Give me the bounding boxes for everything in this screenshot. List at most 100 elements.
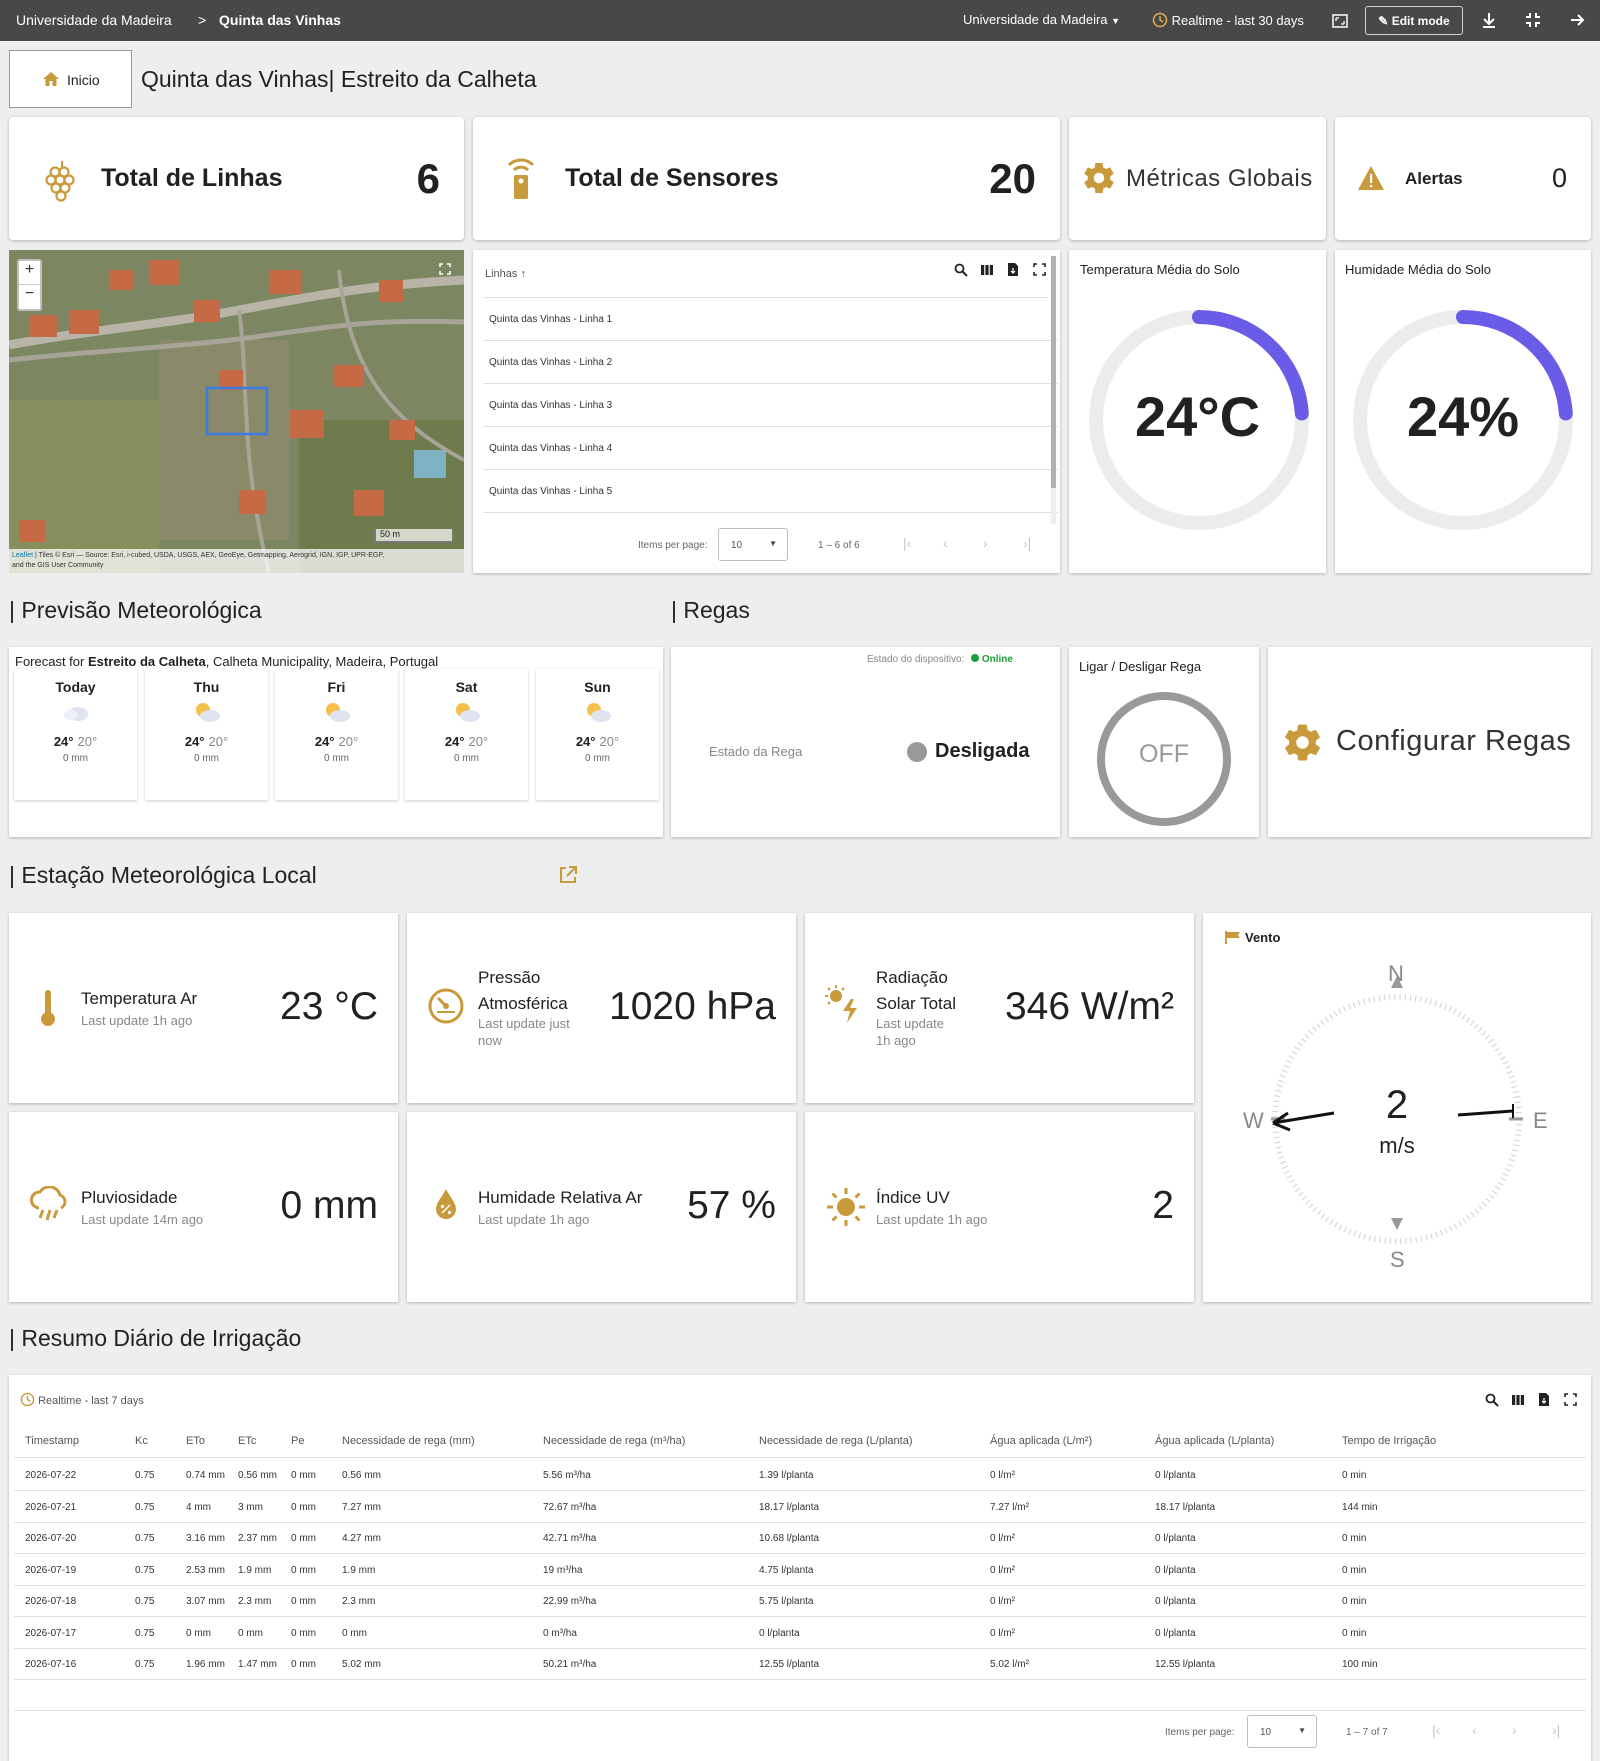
column-header[interactable]: Necessidade de rega (mm): [342, 1435, 475, 1447]
estado-rega-card: Estado do dispositivo: Online Estado da …: [671, 647, 1060, 837]
column-header[interactable]: Necessidade de rega (m³/ha): [543, 1435, 686, 1447]
metricas-globais-card[interactable]: Métricas Globais: [1069, 117, 1326, 240]
home-button[interactable]: Inicio: [9, 50, 132, 108]
fit-screen-icon[interactable]: [1331, 12, 1349, 30]
forecast-day-name: Sat: [455, 679, 478, 695]
items-per-page-select[interactable]: 10 ▼: [1247, 1715, 1317, 1748]
table-scrollbar[interactable]: [1051, 256, 1056, 524]
table-cell: 0.56 mm: [342, 1470, 381, 1481]
table-cell: 0 mm: [291, 1533, 316, 1544]
column-header[interactable]: ETo: [186, 1435, 205, 1447]
breadcrumb-current: Quinta das Vinhas: [219, 12, 341, 28]
arrow-right-icon[interactable]: [1569, 12, 1585, 28]
table-row[interactable]: Quinta das Vinhas - Linha 4: [483, 427, 1058, 470]
zoom-out-button[interactable]: −: [24, 285, 35, 302]
table-row[interactable]: Quinta das Vinhas - Linha 1: [483, 298, 1058, 341]
pluviosidade-label: Pluviosidade: [81, 1188, 178, 1207]
column-header[interactable]: Pe: [291, 1435, 305, 1447]
table-cell: 0 mm: [291, 1564, 316, 1576]
indice-uv-updated: Last update 1h ago: [876, 1212, 988, 1227]
pencil-icon: ✎: [1378, 14, 1389, 28]
breadcrumb-separator: >: [198, 12, 207, 28]
partly-cloudy-icon: [455, 703, 480, 722]
column-header[interactable]: Kc: [135, 1435, 148, 1447]
columns-icon[interactable]: [1511, 1393, 1525, 1407]
search-icon[interactable]: [1485, 1393, 1499, 1407]
table-cell: 2026-07-21: [25, 1501, 77, 1513]
fullscreen-icon[interactable]: [1033, 263, 1046, 276]
humidade-solo-title: Humidade Média do Solo: [1345, 262, 1491, 277]
table-cell: 2026-07-17: [25, 1627, 77, 1639]
forecast-rain: 0 mm: [324, 753, 349, 764]
radiacao-label: Radiação Solar Total: [876, 968, 957, 1013]
customer-select[interactable]: Universidade da Madeira ▼: [963, 12, 1121, 27]
pressao-updated: Last update just now: [478, 1016, 570, 1048]
column-header[interactable]: Água aplicada (L/planta): [1155, 1435, 1275, 1447]
temp-solo-gauge: [1089, 310, 1309, 530]
prev-page-icon[interactable]: ‹: [1472, 1722, 1477, 1738]
table-row[interactable]: Quinta das Vinhas - Linha 5: [483, 470, 1058, 513]
map-fullscreen-icon[interactable]: [439, 263, 451, 275]
table-cell: 5.02 mm: [342, 1659, 381, 1670]
next-page-icon[interactable]: ›: [983, 535, 988, 551]
indice-uv-value: 2: [1152, 1184, 1174, 1227]
forecast-high: 24°: [184, 734, 205, 749]
export-file-icon[interactable]: [1538, 1392, 1550, 1407]
alertas-card[interactable]: Alertas 0: [1335, 117, 1591, 240]
leaflet-link[interactable]: Leaflet: [12, 552, 34, 559]
breadcrumb-root[interactable]: Universidade da Madeira: [16, 12, 172, 28]
zoom-in-button[interactable]: +: [19, 261, 40, 285]
metricas-globais-label: Métricas Globais: [1126, 165, 1313, 192]
items-per-page-select[interactable]: 10 ▼: [718, 528, 788, 561]
online-dot: [971, 654, 980, 662]
first-page-icon[interactable]: |‹: [903, 535, 912, 551]
humidade-ar-card: Humidade Relativa Ar Last update 1h ago …: [407, 1112, 796, 1302]
fullscreen-icon[interactable]: [1564, 1393, 1577, 1406]
table-cell: 18.17 l/planta: [759, 1501, 820, 1513]
clock-icon: [20, 1392, 35, 1407]
open-external-icon[interactable]: [558, 865, 578, 885]
pluviosidade-value: 0 mm: [280, 1184, 379, 1227]
alertas-value: 0: [1551, 163, 1567, 193]
satellite-map[interactable]: + − 50 m Leaflet | Tiles © Esri — Source…: [9, 250, 464, 573]
column-header[interactable]: Água aplicada (L/m²): [990, 1435, 1093, 1447]
configurar-regas-card[interactable]: Configurar Regas: [1268, 647, 1591, 837]
rega-power-toggle[interactable]: OFF: [1097, 692, 1231, 826]
prev-page-icon[interactable]: ‹: [943, 535, 948, 551]
column-header[interactable]: ETc: [238, 1435, 257, 1447]
estacao-title: | Estação Meteorológica Local: [9, 862, 317, 888]
last-page-icon[interactable]: ›|: [1552, 1722, 1561, 1738]
barometer-icon: [428, 988, 464, 1024]
table-cell: 10.68 l/planta: [759, 1533, 820, 1544]
table-cell: 50.21 m³/ha: [543, 1659, 597, 1670]
column-header[interactable]: Necessidade de rega (L/planta): [759, 1435, 913, 1447]
resumo-timewindow[interactable]: Realtime - last 7 days: [20, 1392, 144, 1407]
windsock-icon: [1225, 931, 1240, 944]
edit-mode-button[interactable]: ✎ Edit mode: [1365, 6, 1463, 35]
exit-fullscreen-icon[interactable]: [1525, 12, 1541, 28]
table-row[interactable]: Quinta das Vinhas - Linha 3: [483, 384, 1058, 427]
last-page-icon[interactable]: ›|: [1023, 535, 1032, 551]
table-cell: 0 mm: [291, 1501, 316, 1513]
table-cell: 12.55 l/planta: [1155, 1659, 1216, 1670]
table-row[interactable]: Quinta das Vinhas - Linha 2: [483, 341, 1058, 384]
first-page-icon[interactable]: |‹: [1432, 1722, 1441, 1738]
map-attribution: Leaflet | Tiles © Esri — Source: Esri, i…: [9, 549, 464, 573]
next-page-icon[interactable]: ›: [1512, 1722, 1517, 1738]
table-cell: 0 mm: [291, 1470, 316, 1481]
columns-icon[interactable]: [980, 263, 994, 277]
column-header[interactable]: Tempo de Irrigação: [1342, 1435, 1437, 1447]
export-file-icon[interactable]: [1007, 262, 1019, 277]
temp-solo-card: Temperatura Média do Solo 24°C: [1069, 250, 1326, 573]
search-icon[interactable]: [954, 263, 968, 277]
linhas-column-header[interactable]: Linhas ↑: [485, 268, 526, 280]
table-cell: 100 min: [1342, 1659, 1378, 1670]
forecast-low: 20°: [208, 734, 229, 749]
toggle-state-label: OFF: [1139, 740, 1189, 768]
table-cell: 0 l/m²: [990, 1533, 1015, 1544]
resumo-title: | Resumo Diário de Irrigação: [9, 1325, 302, 1351]
download-icon[interactable]: [1481, 11, 1497, 29]
humidade-solo-card: Humidade Média do Solo 24%: [1335, 250, 1591, 573]
column-header[interactable]: Timestamp: [25, 1435, 79, 1447]
timewindow-selector[interactable]: Realtime - last 30 days: [1152, 12, 1304, 28]
